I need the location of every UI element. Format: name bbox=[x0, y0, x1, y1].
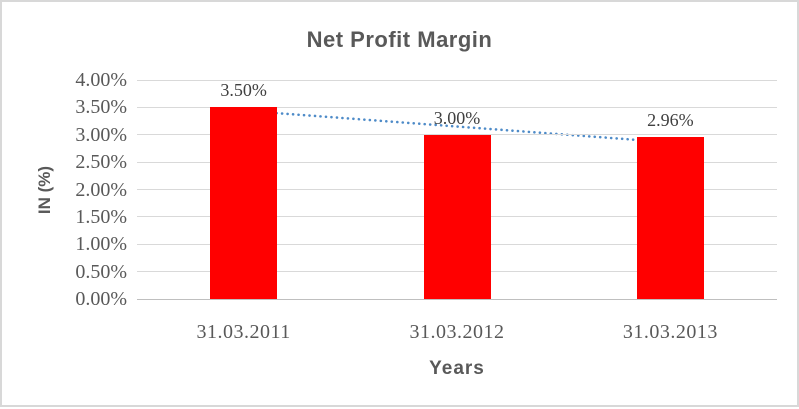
bar bbox=[423, 134, 491, 299]
bar-data-label: 3.00% bbox=[433, 107, 481, 128]
x-category-label: 31.03.2011 bbox=[196, 321, 291, 343]
x-category-label: 31.03.2012 bbox=[409, 321, 505, 343]
y-tick-label: 0.50% bbox=[75, 260, 127, 283]
y-tick-label: 1.00% bbox=[75, 233, 127, 256]
x-axis-title: Years bbox=[429, 358, 485, 379]
bar bbox=[636, 136, 704, 299]
bar-data-label: 3.50% bbox=[220, 80, 267, 101]
y-tick-label: 3.50% bbox=[75, 96, 127, 119]
y-tick-label: 1.50% bbox=[75, 205, 127, 228]
bar-data-label: 2.96% bbox=[647, 109, 694, 130]
y-tick-label: 2.50% bbox=[75, 151, 127, 174]
bar bbox=[210, 107, 278, 299]
y-tick-label: 4.00% bbox=[75, 69, 127, 91]
chart-title: Net Profit Margin bbox=[306, 27, 493, 52]
x-category-label: 31.03.2013 bbox=[622, 321, 718, 343]
y-tick-label: 3.00% bbox=[75, 123, 127, 146]
y-tick-label: 0.00% bbox=[75, 288, 127, 310]
y-tick-label: 2.00% bbox=[75, 178, 127, 201]
